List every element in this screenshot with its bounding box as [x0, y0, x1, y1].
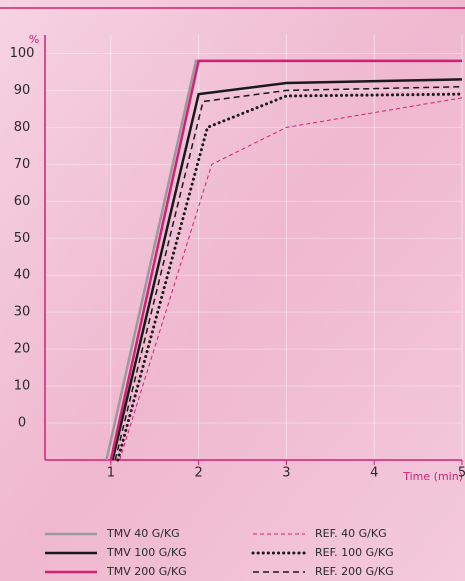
y-tick-label: 0 — [18, 416, 26, 431]
legend-label: REF. 100 G/KG — [315, 546, 394, 559]
y-tick-label: 100 — [10, 46, 35, 61]
y-tick-label: 20 — [14, 342, 31, 357]
chart: % Time (min) 0 10 20 30 40 50 60 70 80 90 100 1 2 3 4 5… — [0, 0, 465, 581]
y-tick-label: 80 — [14, 120, 31, 135]
x-tick-label: 3 — [282, 466, 290, 481]
x-axis-label: Time (min) — [402, 470, 463, 483]
y-tick-label: 10 — [14, 379, 31, 394]
y-tick-label: 50 — [14, 231, 31, 246]
x-tick-label: 1 — [107, 466, 115, 481]
y-tick-label: 40 — [14, 268, 31, 283]
y-tick-label: 90 — [14, 83, 31, 98]
legend-label: TMV 40 G/KG — [106, 527, 180, 540]
background — [0, 0, 465, 581]
x-tick-label: 4 — [370, 466, 378, 481]
legend-label: TMV 100 G/KG — [106, 546, 187, 559]
y-tick-label: 70 — [14, 157, 31, 172]
y-tick-label: 60 — [14, 194, 31, 209]
x-tick-label: 5 — [458, 466, 465, 481]
y-axis-label: % — [29, 33, 39, 46]
x-tick-label: 2 — [194, 466, 202, 481]
legend-label: TMV 200 G/KG — [106, 565, 187, 578]
legend-label: REF. 40 G/KG — [315, 527, 387, 540]
y-tick-label: 30 — [14, 305, 31, 320]
legend-label: REF. 200 G/KG — [315, 565, 394, 578]
